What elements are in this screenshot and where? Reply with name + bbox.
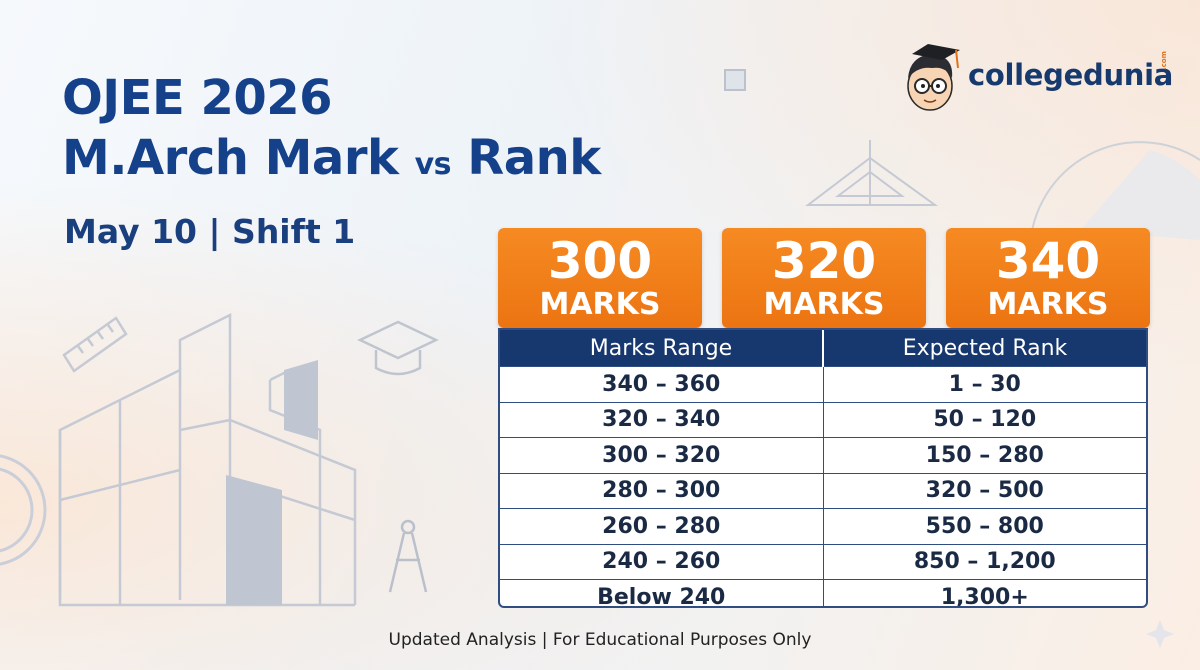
marks-range-cell: 240 – 260 — [500, 543, 824, 580]
title-vs: vs — [414, 147, 452, 182]
page-title: OJEE 2026 M.Arch Mark vs Rank — [62, 68, 601, 195]
footer-note: Updated Analysis | For Educational Purpo… — [388, 630, 812, 650]
marks-range-cell: 320 – 340 — [500, 401, 824, 438]
sparkle-icon — [1146, 620, 1174, 648]
marks-card-340: 340 MARKS — [946, 228, 1150, 328]
marks-card-label: MARKS — [987, 287, 1109, 322]
header-expected-rank: Expected Rank — [823, 330, 1146, 367]
marks-rank-table: Marks Range Expected Rank 340 – 360 1 – … — [498, 328, 1148, 608]
expected-rank-cell: 1,300+ — [823, 579, 1146, 606]
marks-card-number: 340 — [995, 232, 1101, 290]
student-mascot-icon — [907, 44, 960, 111]
table-row: 340 – 360 1 – 30 — [500, 366, 1146, 402]
page-subtitle: May 10 | Shift 1 — [64, 212, 356, 251]
marks-range-cell: 260 – 280 — [500, 508, 824, 544]
marks-card-number: 320 — [771, 232, 877, 290]
expected-rank-cell: 320 – 500 — [823, 472, 1146, 509]
marks-card-320: 320 MARKS — [722, 228, 926, 328]
table-header-row: Marks Range Expected Rank — [500, 330, 1146, 367]
title-line-2-main: M.Arch Mark — [62, 130, 399, 186]
marks-card-300: 300 MARKS — [498, 228, 702, 328]
marks-card-label: MARKS — [763, 287, 885, 322]
building-window — [226, 360, 318, 605]
table-row: 280 – 300 320 – 500 — [500, 472, 1146, 509]
title-line-2-end: Rank — [467, 130, 601, 186]
protractor-shade — [1080, 150, 1200, 240]
title-line-1: OJEE 2026 — [62, 70, 333, 126]
table-row: Below 240 1,300+ — [500, 579, 1146, 606]
header-marks-range: Marks Range — [500, 330, 824, 367]
compass-icon — [388, 519, 428, 593]
logo-text: collegedunia — [968, 58, 1174, 92]
ruler-icon — [62, 316, 128, 373]
marks-range-cell: Below 240 — [500, 579, 824, 606]
expected-rank-cell: 150 – 280 — [823, 437, 1146, 473]
expected-rank-cell: 50 – 120 — [823, 401, 1146, 438]
marks-card-label: MARKS — [539, 287, 661, 322]
marks-range-cell: 300 – 320 — [500, 437, 824, 473]
set-square-icon — [805, 140, 939, 206]
table-row: 240 – 260 850 – 1,200 — [500, 543, 1146, 580]
expected-rank-cell: 1 – 30 — [823, 366, 1146, 402]
building-sketch-icon — [58, 312, 357, 607]
expected-rank-cell: 550 – 800 — [823, 508, 1146, 544]
table-row: 260 – 280 550 – 800 — [500, 508, 1146, 544]
table-row: 300 – 320 150 – 280 — [500, 437, 1146, 473]
protractor-icon — [1029, 141, 1200, 251]
logo-suffix: .com — [1160, 51, 1168, 70]
graduation-cap-icon — [357, 320, 439, 376]
circle-lines-icon — [0, 454, 47, 566]
square-icon — [724, 69, 746, 91]
marks-range-cell: 280 – 300 — [500, 472, 824, 509]
expected-rank-cell: 850 – 1,200 — [823, 543, 1146, 580]
table-row: 320 – 340 50 – 120 — [500, 401, 1146, 438]
marks-range-cell: 340 – 360 — [500, 366, 824, 402]
marks-card-number: 300 — [547, 232, 653, 290]
